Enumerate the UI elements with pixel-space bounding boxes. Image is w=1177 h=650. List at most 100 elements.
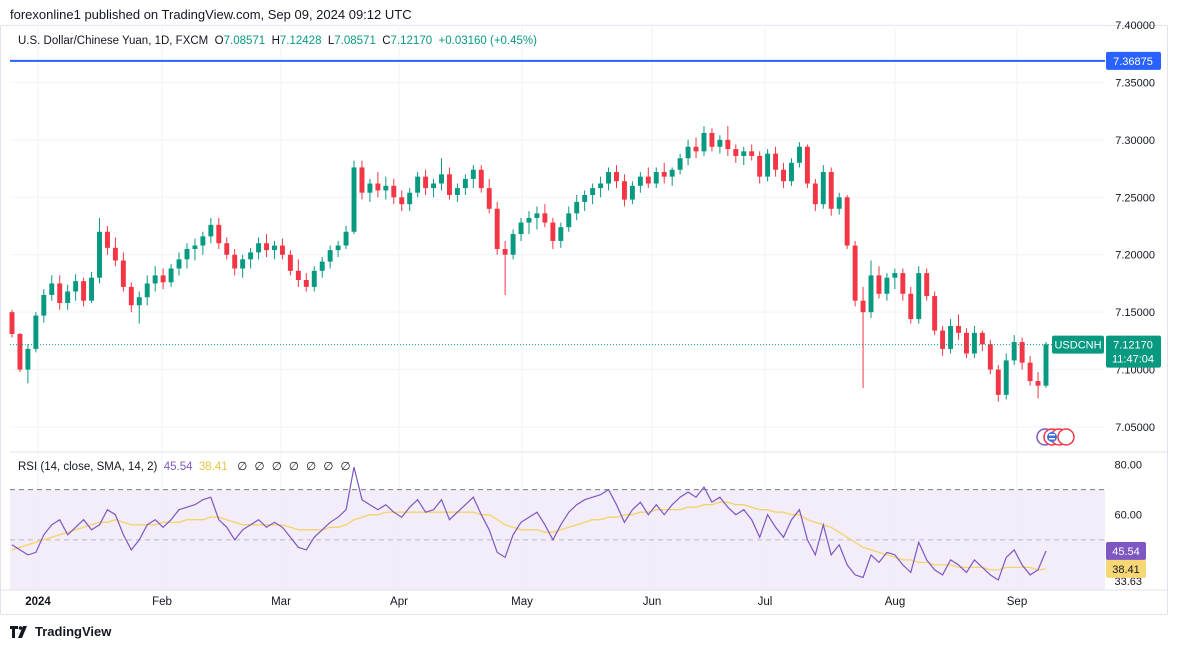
rsi-legend: RSI (14, close, SMA, 14, 2) 45.54 38.41 … [18,459,353,473]
legend-high: 7.12428 [279,35,322,47]
us-flag-stripe [1049,438,1055,440]
last-price-text: 7.12170 [1113,340,1153,352]
candle-body [701,132,707,152]
candle-body [1043,344,1049,386]
candle-body [542,213,548,223]
footer-brand-label: TradingView [35,624,112,639]
legend-h-label: H [271,35,280,47]
candle-body [741,151,747,156]
rsi-value-tag-text: 45.54 [1112,546,1140,558]
rsi-tick-label: 60.00 [1114,510,1142,522]
candle-body [216,224,222,244]
candle-body [645,176,651,184]
legend-symbol: U.S. Dollar/Chinese Yuan, 1D, FXCM [18,35,209,47]
candle-body [582,195,588,202]
candle-body [916,273,922,320]
candle-body [399,197,405,205]
candles [9,126,1049,402]
candle-body [709,132,715,147]
candle-body [804,146,810,184]
candle-body [908,293,914,320]
rsi-line [11,466,1047,581]
last-price-tag [1106,335,1161,368]
candle-body [264,243,269,251]
time-axis: 2024 Feb Mar Apr May Jun Jul Aug Sep [0,589,1168,608]
candle-body [844,197,850,246]
candle-body [144,283,150,298]
time-axis-label: 2024 [25,596,51,608]
candle-body [518,222,524,235]
candle-body [526,217,532,223]
candle-body [574,201,580,214]
rsi-pane [10,466,1105,591]
candle-body [423,176,429,189]
candle-body [454,188,460,195]
price-tick-label: 7.30000 [1115,135,1155,147]
candle-body [757,155,763,177]
time-axis-label: Apr [390,596,408,608]
candle-body [566,213,572,228]
candle-body [57,283,63,303]
candle-body [478,169,484,189]
rsi-sma-tag-text: 38.41 [1112,564,1140,576]
legend-change: +0.03160 (+0.45%) [438,35,537,47]
candle-body [534,213,540,218]
candle-body [614,172,619,182]
candle-body [49,283,55,295]
candle-body [1019,342,1025,363]
us-flag-stripe [1049,434,1055,436]
candle-body [725,139,731,150]
candle-body [924,273,930,297]
candle-body [590,188,596,195]
candle-body [160,275,166,283]
candle-body [979,332,985,345]
candle-body [287,254,293,271]
candle-body [33,315,39,349]
legend-low: 7.08571 [334,35,376,47]
candle-body [1027,362,1033,382]
candle-body [200,236,206,246]
legend-l-label: L [327,35,335,47]
candle-body [963,332,969,354]
candle-body [765,153,771,177]
candle-body [104,231,110,248]
candle-body [868,275,874,313]
candle-body [884,277,890,294]
candle-body [295,270,301,280]
price-tick-label: 7.20000 [1115,250,1155,262]
candle-body [232,254,238,269]
candle-body [41,294,47,316]
time-axis-label: Aug [885,596,905,608]
price-tick-label: 7.15000 [1115,307,1155,319]
candle-body [796,146,802,163]
candle-body [279,245,285,255]
candle-body [637,176,643,186]
candle-body [168,268,174,283]
candle-body [81,281,87,301]
candle-body [248,252,254,260]
candle-body [693,146,699,152]
candle-body [828,172,834,209]
candle-body [773,153,779,170]
hline-price-tag-text: 7.36875 [1113,56,1153,68]
candle-body [558,227,564,241]
candle-body [789,162,794,182]
legend-close: 7.12170 [390,35,433,47]
time-axis-label: Mar [271,596,291,608]
candle-body [208,224,214,237]
candle-body [136,297,142,306]
candle-body [415,176,421,193]
candle-body [351,167,357,232]
candle-body [1035,381,1041,386]
candle-body [1011,342,1017,361]
candle-body [25,348,31,370]
candle-body [9,312,15,334]
candle-body [112,247,118,261]
price-tick-label: 7.35000 [1115,77,1155,89]
candle-body [836,197,842,209]
candle-body [932,296,938,331]
candle-body [685,146,691,159]
candle-body [717,139,723,147]
footer-brand[interactable]: TradingView [10,624,111,639]
